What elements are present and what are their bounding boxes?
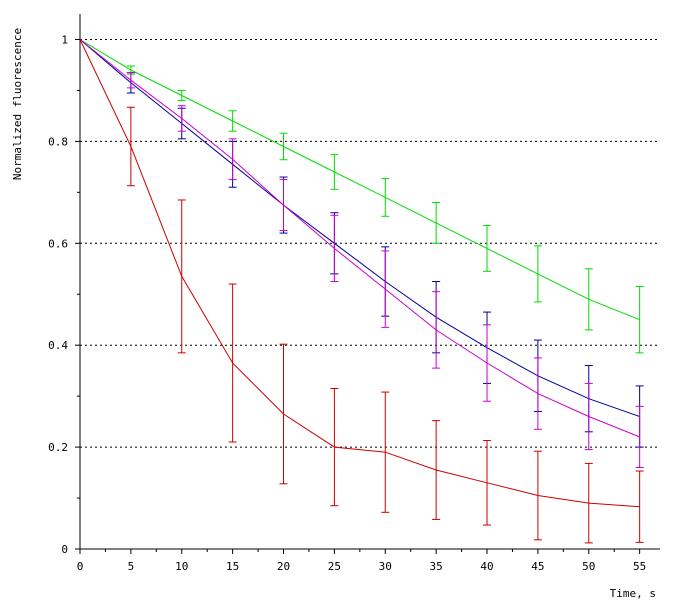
series-line-2 bbox=[79, 39, 640, 438]
y-tick-label-2: 0.4 bbox=[48, 339, 68, 352]
x-tick-label-9: 45 bbox=[531, 560, 544, 573]
series-line-1 bbox=[79, 39, 640, 417]
x-tick-label-8: 40 bbox=[480, 560, 493, 573]
gridlines bbox=[80, 38, 660, 448]
x-tick-label-10: 50 bbox=[582, 560, 595, 573]
x-tick-label-4: 20 bbox=[277, 560, 290, 573]
y-tick-label-3: 0.6 bbox=[48, 237, 68, 250]
y-tick-label-0: 0 bbox=[61, 543, 68, 556]
y-tick-label-5: 1 bbox=[61, 33, 68, 46]
y-tick-label-4: 0.8 bbox=[48, 135, 68, 148]
series-lines bbox=[79, 39, 644, 544]
x-tick-label-1: 5 bbox=[128, 560, 135, 573]
series-line-3 bbox=[79, 39, 640, 508]
x-tick-label-3: 15 bbox=[226, 560, 239, 573]
x-tick-label-7: 35 bbox=[430, 560, 443, 573]
x-tick-label-0: 0 bbox=[77, 560, 84, 573]
y-axis-title: Normalized fluorescence bbox=[11, 28, 24, 180]
x-tick-label-11: 55 bbox=[633, 560, 646, 573]
axes bbox=[79, 14, 660, 550]
ticks: 00.20.40.60.810 5 10 15 20 25 30 35 40 45 50 55 bbox=[48, 33, 646, 573]
x-tick-label-6: 30 bbox=[379, 560, 392, 573]
y-tick-label-1: 0.2 bbox=[48, 441, 68, 454]
x-tick-label-5: 25 bbox=[328, 560, 341, 573]
x-axis-title: Time, s bbox=[610, 587, 656, 600]
x-tick-label-2: 10 bbox=[175, 560, 188, 573]
series-line-0 bbox=[79, 39, 640, 321]
